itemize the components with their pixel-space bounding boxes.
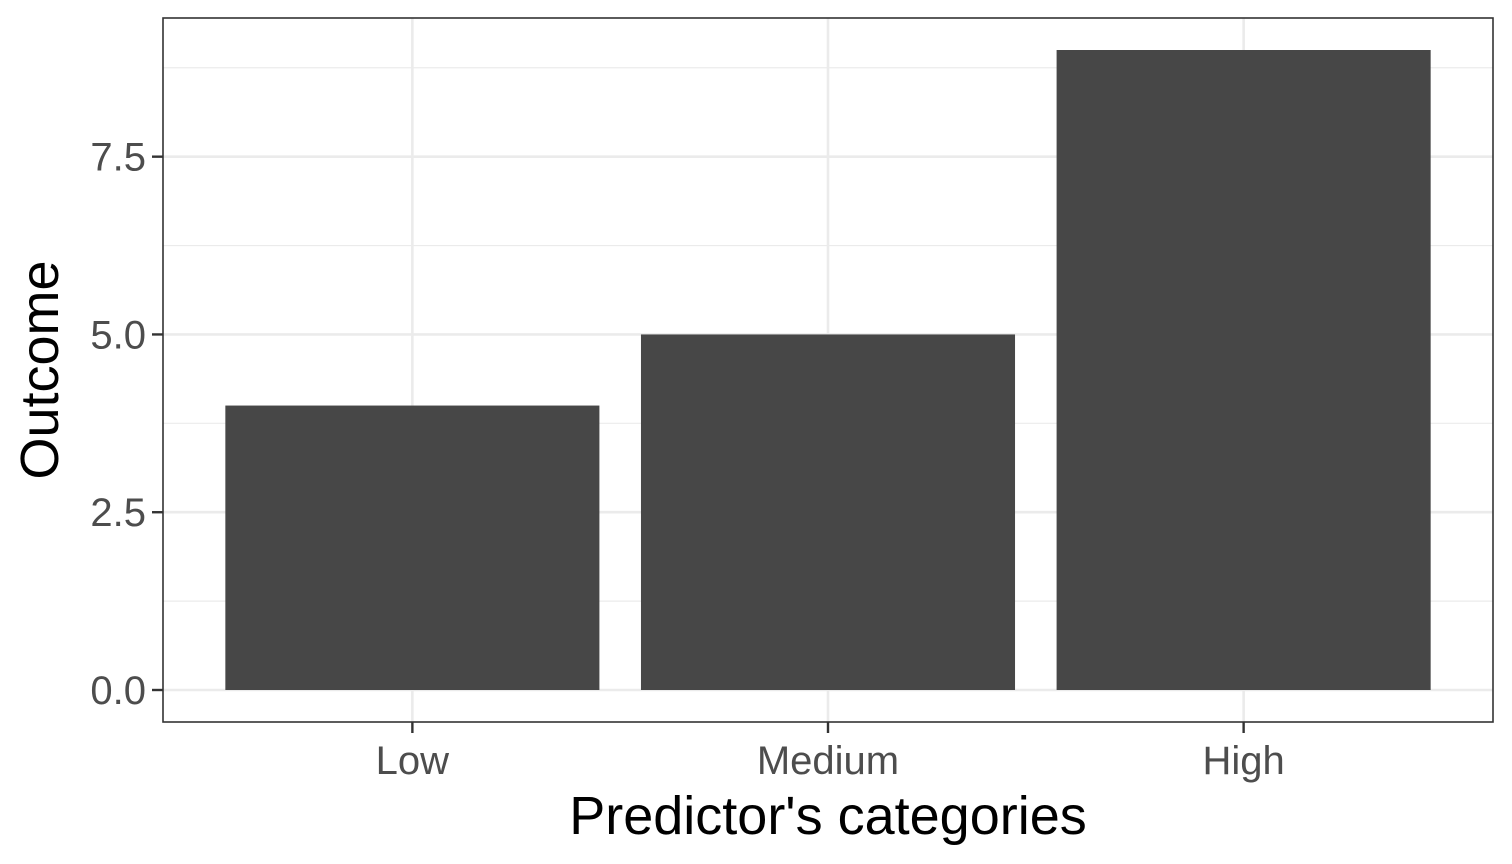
y-tick-label: 0.0 xyxy=(90,669,146,713)
axis-ticks: 0.0 2.5 5.0 7.5 Low Medium High xyxy=(90,136,1284,783)
y-axis-title: Outcome xyxy=(10,260,70,479)
x-tick-label: High xyxy=(1202,739,1284,783)
x-tick-label: Medium xyxy=(757,739,899,783)
y-tick-label: 5.0 xyxy=(90,313,146,357)
bar-medium xyxy=(640,334,1016,690)
x-axis-title: Predictor's categories xyxy=(569,786,1087,846)
bar-high xyxy=(1056,50,1431,690)
y-tick-label: 2.5 xyxy=(90,491,146,535)
y-tick-label: 7.5 xyxy=(90,136,146,180)
x-tick-label: Low xyxy=(376,739,449,783)
bars xyxy=(225,50,1431,690)
bar-low xyxy=(225,405,600,690)
